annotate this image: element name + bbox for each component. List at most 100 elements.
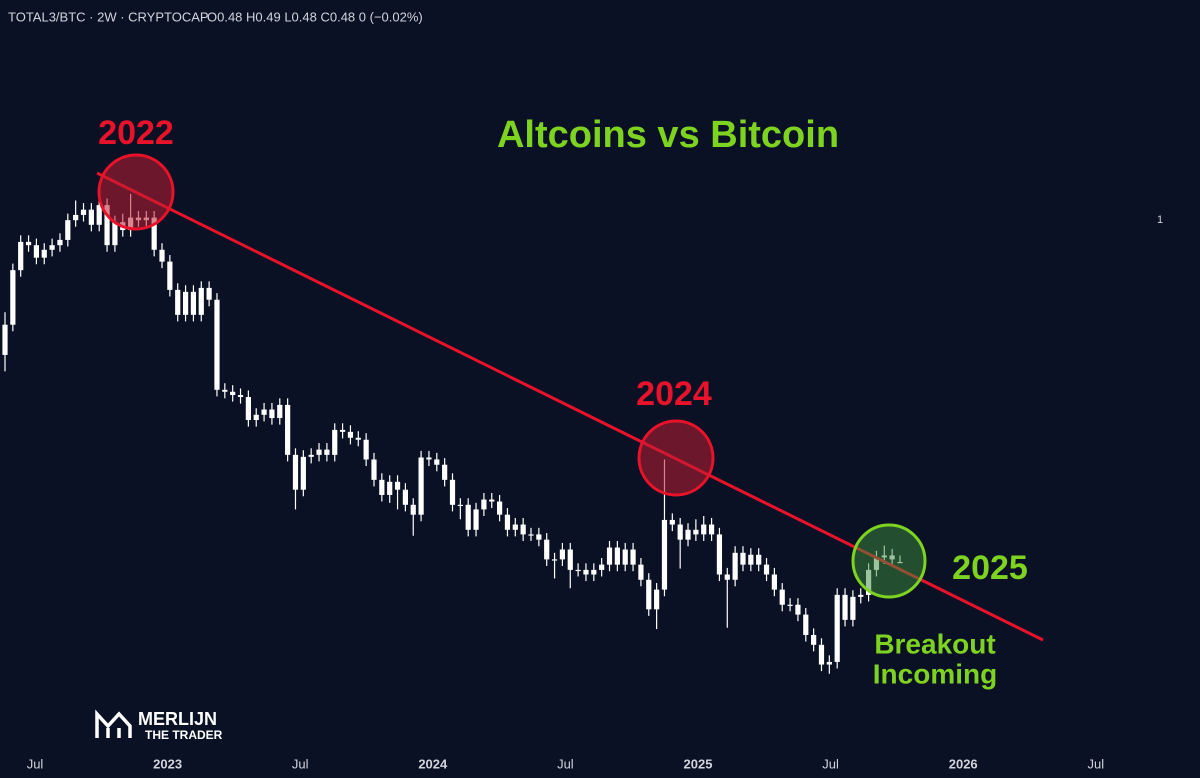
candle-body	[575, 569, 581, 572]
candle-body	[33, 245, 40, 258]
highlight-circle	[97, 153, 175, 231]
candle-body	[49, 245, 55, 250]
candle-body	[504, 514, 511, 530]
candle-body	[300, 456, 306, 490]
logo-icon	[95, 709, 132, 738]
candle-body	[779, 589, 785, 605]
candle-body	[803, 614, 809, 635]
candle-body	[811, 634, 817, 645]
candle-body	[528, 534, 534, 536]
candle-body	[724, 574, 730, 580]
candle-body	[182, 291, 189, 315]
candle-body	[693, 529, 699, 535]
candle-body	[206, 287, 212, 300]
candle-body	[245, 397, 251, 421]
candle-body	[198, 287, 204, 315]
candle-body	[449, 479, 456, 505]
candle-body	[237, 395, 244, 398]
candle-body	[292, 454, 299, 490]
candle-body	[65, 220, 71, 240]
logo-text: MERLIJN	[138, 709, 217, 729]
candle-body	[622, 549, 628, 565]
candle-body	[214, 299, 220, 390]
candle-body	[763, 564, 770, 575]
candle-body	[339, 429, 346, 432]
candle-body	[371, 459, 377, 480]
x-tick-label: 2026	[949, 756, 978, 771]
candle-body	[842, 594, 848, 620]
x-tick-label: 2024	[418, 756, 448, 771]
candle-body	[269, 409, 275, 419]
candle-body	[80, 209, 87, 215]
candle-body	[230, 391, 236, 396]
symbol-header: TOTAL3/BTC · 2W · CRYPTOCAP	[8, 9, 209, 24]
candle-body	[654, 589, 660, 610]
candle-body	[410, 504, 416, 515]
candle-body	[355, 437, 361, 440]
candle-body	[685, 529, 691, 540]
candle-body	[536, 534, 542, 540]
candle-body	[599, 564, 605, 570]
candle-body	[25, 241, 32, 246]
highlight-circle	[851, 523, 927, 599]
x-tick-label: Jul	[1087, 756, 1104, 771]
candle-body	[481, 499, 487, 510]
candle-body	[308, 454, 314, 457]
candle-body	[175, 289, 181, 315]
x-tick-label: 2025	[684, 756, 713, 771]
candle-body	[771, 574, 777, 590]
annotation: 2024	[636, 375, 712, 413]
ohlc-header: O0.48 H0.49 L0.48 C0.48 0 (−0.02%)	[207, 9, 423, 24]
candle-body	[402, 489, 408, 505]
candle-body	[159, 249, 165, 262]
candle-body	[677, 524, 683, 540]
candle-body	[638, 564, 644, 580]
candle-body	[18, 241, 24, 271]
candle-body	[787, 604, 793, 606]
candle-body	[489, 499, 495, 502]
logo-text: THE TRADER	[145, 728, 223, 742]
candle-body	[104, 205, 110, 246]
candle-body	[465, 504, 471, 530]
y-tick-label: 1	[1157, 214, 1163, 226]
candle-body	[88, 209, 94, 225]
candle-body	[261, 409, 267, 415]
candle-body	[387, 481, 393, 495]
candle-body	[497, 501, 503, 515]
candle-body	[591, 569, 597, 575]
candle-body	[363, 439, 369, 460]
candle-body	[316, 449, 322, 455]
highlight-circle	[637, 419, 715, 497]
candle-body	[426, 457, 432, 460]
candle-body	[559, 549, 566, 560]
candle-body	[850, 596, 856, 620]
candle-body	[96, 205, 102, 225]
x-tick-label: 2023	[153, 756, 182, 771]
candle-body	[583, 569, 589, 575]
candle-body	[2, 324, 8, 355]
candle-body	[826, 661, 832, 665]
candle-body	[442, 464, 448, 480]
x-tick-label: Jul	[292, 756, 309, 771]
candle-body	[614, 547, 620, 565]
overlay: Altcoins vs Bitcoin 2022 2024 2025 Break…	[95, 114, 1044, 742]
annotation: Incoming	[873, 658, 997, 689]
candle-body	[347, 431, 354, 438]
candle-body	[379, 479, 385, 495]
candle-body	[740, 552, 746, 565]
candle-body	[10, 270, 16, 325]
candle-body	[418, 457, 424, 515]
candle-body	[748, 554, 754, 565]
logo: MERLIJN THE TRADER	[95, 709, 223, 742]
x-tick-label: Jul	[557, 756, 574, 771]
x-tick-label: Jul	[822, 756, 839, 771]
candle-body	[708, 524, 715, 535]
candle-body	[567, 549, 573, 570]
chart-title: Altcoins vs Bitcoin	[497, 114, 839, 156]
candle-body	[167, 261, 173, 290]
candle-body	[520, 524, 526, 535]
candle-body	[222, 389, 228, 392]
candles	[2, 187, 903, 674]
